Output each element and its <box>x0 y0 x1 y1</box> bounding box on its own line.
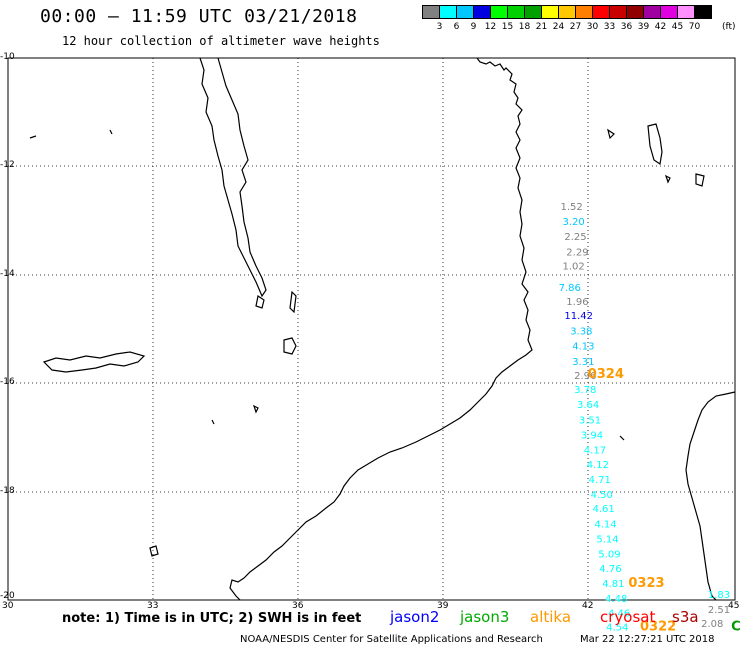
footer-credit: NOAA/NESDIS Center for Satellite Applica… <box>240 634 543 645</box>
wave-height-value: 2.08 <box>701 619 723 630</box>
latitude-label: -20 <box>0 591 15 601</box>
wave-height-value: 4.46 <box>608 608 630 619</box>
wave-height-value: 1.83 <box>708 590 730 601</box>
wave-height-value: 3.94 <box>581 431 603 442</box>
wave-height-value: 5.14 <box>596 535 618 546</box>
longitude-label: 45 <box>728 601 740 611</box>
legend-label: 24 <box>552 22 565 32</box>
legend-label: 39 <box>637 22 650 32</box>
lake-chilwa <box>283 337 297 355</box>
wave-height-value: 3.31 <box>572 357 594 368</box>
legend-label: 12 <box>484 22 497 32</box>
legend-label: 33 <box>603 22 616 32</box>
legend-label: 70 <box>688 22 701 32</box>
latitude-label: -14 <box>0 269 15 279</box>
page-title: 00:00 – 11:59 UTC 03/21/2018 <box>40 6 358 27</box>
wave-height-value: 3.64 <box>577 400 599 411</box>
wave-height-value: 2.25 <box>564 232 586 243</box>
legend-label: 27 <box>569 22 582 32</box>
wave-height-value: 4.81 <box>602 579 624 590</box>
legend-label: 9 <box>470 22 477 32</box>
wave-height-value: 5.09 <box>598 550 620 561</box>
islet-3 <box>211 419 215 425</box>
satellite-jason3: jason3 <box>460 608 510 626</box>
wave-height-value: 3.20 <box>563 217 585 228</box>
wave-height-value: 4.17 <box>584 446 606 457</box>
color-legend-labels: 3 6 9 12 15 18 21 24 27 30 33 36 39 42 45 70 <box>422 22 703 32</box>
legend-label: 30 <box>586 22 599 32</box>
wave-height-value: 4.48 <box>605 594 627 605</box>
grande-comore-island <box>647 123 663 166</box>
page-subtitle: 12 hour collection of altimeter wave hei… <box>62 34 380 48</box>
wave-height-observations: 1.52 3.20 2.25 2.29 1.02 7.86 1.96 11.42 3.38 4.1… <box>559 202 740 635</box>
wave-height-value: 4.50 <box>591 490 613 501</box>
wave-height-value: 3.78 <box>574 385 596 396</box>
pass-label: C <box>731 619 740 634</box>
wave-height-value: 4.76 <box>599 564 621 575</box>
latitude-label: -16 <box>0 377 15 387</box>
legend-label: 45 <box>671 22 684 32</box>
wave-height-value: 4.71 <box>589 475 611 486</box>
africa-coastline <box>229 57 533 601</box>
wave-height-value: 1.52 <box>561 202 583 213</box>
madagascar-coastline <box>685 391 736 601</box>
latitude-label: -18 <box>0 486 15 496</box>
longitude-label: 30 <box>2 601 14 611</box>
wave-height-value: 4.12 <box>587 460 609 471</box>
latitude-label: -10 <box>0 52 15 62</box>
islet-4 <box>149 545 159 557</box>
legend-label: 3 <box>436 22 443 32</box>
lake-malawi <box>199 57 267 298</box>
islet-1 <box>29 135 37 139</box>
legend-label: 15 <box>501 22 514 32</box>
color-legend <box>422 5 712 19</box>
wave-height-value: 11.42 <box>564 311 593 322</box>
longitude-label: 33 <box>147 601 159 611</box>
satellite-jason2: jason2 <box>390 608 440 626</box>
satellite-cryosat: cryosat <box>600 608 656 626</box>
anjouan-island <box>664 174 671 184</box>
pass-label: 0322 <box>640 619 676 634</box>
legend-label: 36 <box>620 22 633 32</box>
wave-height-value: 2.96 <box>574 371 596 382</box>
wave-height-value: 4.14 <box>594 519 616 530</box>
lake-malombe <box>255 295 265 309</box>
wave-height-value: 2.51 <box>708 605 730 616</box>
wave-height-value: 7.86 <box>559 283 581 294</box>
wave-height-value: 2.29 <box>566 247 588 258</box>
wave-height-value: 1.02 <box>563 261 585 272</box>
lake-cahora-bassa <box>42 351 146 373</box>
graticule <box>8 58 735 600</box>
note-text: note: 1) Time is in UTC; 2) SWH is in fe… <box>62 611 362 626</box>
wave-height-value: 4.54 <box>606 622 628 633</box>
satellite-altika: altika <box>530 608 572 626</box>
wave-height-value: 4.13 <box>572 342 594 353</box>
small-lake-1 <box>289 290 297 314</box>
pass-label: 0324 <box>588 367 624 382</box>
moheli-island <box>607 128 615 140</box>
wave-height-value: 3.51 <box>579 415 601 426</box>
mayotte-island <box>695 173 705 187</box>
wave-height-value: 4.61 <box>593 504 615 515</box>
satellite-s3a: s3a <box>672 608 699 626</box>
legend-label: 6 <box>453 22 460 32</box>
longitude-label: 36 <box>292 601 304 611</box>
latitude-label: -12 <box>0 160 15 170</box>
legend-unit: (ft) <box>722 22 736 32</box>
wave-height-value: 1.96 <box>566 297 588 308</box>
longitude-label: 42 <box>582 601 594 611</box>
map-frame <box>7 57 736 601</box>
islet-2 <box>252 404 259 414</box>
footer-timestamp: Mar 22 12:27:21 UTC 2018 <box>580 634 715 645</box>
pass-label: 0323 <box>628 576 664 591</box>
legend-swatch <box>694 5 712 19</box>
legend-label: 21 <box>535 22 548 32</box>
wave-height-value: 3.38 <box>570 326 592 337</box>
islet-5 <box>619 435 625 441</box>
islet-6 <box>109 129 113 135</box>
legend-label: 18 <box>518 22 531 32</box>
longitude-label: 39 <box>437 601 449 611</box>
legend-label: 42 <box>654 22 667 32</box>
